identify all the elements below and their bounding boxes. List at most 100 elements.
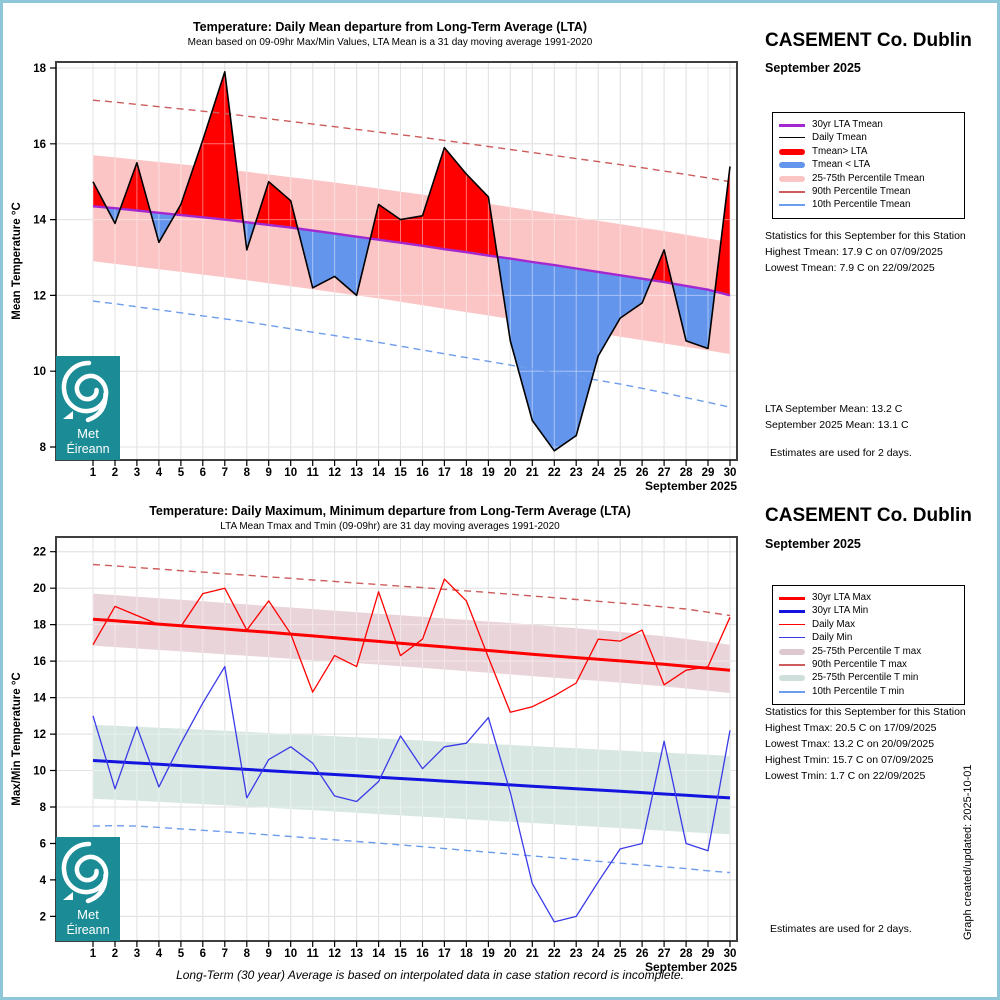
x-tick-label: 22 <box>548 948 561 960</box>
y-tick-label: 10 <box>33 766 46 778</box>
x-tick-label: 13 <box>350 467 363 479</box>
stat-line: LTA September Mean: 13.2 C <box>765 403 903 415</box>
x-tick-label: 6 <box>200 467 206 479</box>
x-tick-label: 7 <box>222 467 228 479</box>
legend-item: 30yr LTA Max <box>779 592 960 605</box>
legend-line-swatch <box>779 637 805 639</box>
top-estimates-note: Estimates are used for 2 days. <box>770 447 912 459</box>
y-tick-label: 4 <box>40 875 47 887</box>
footer-note: Long-Term (30 year) Average is based on … <box>176 968 684 982</box>
x-tick-label: 15 <box>394 948 407 960</box>
series-90th-percentile-tmean <box>92 99 731 183</box>
x-tick-label: 10 <box>284 467 297 479</box>
top-chart-title: Temperature: Daily Mean departure from L… <box>192 20 588 34</box>
x-tick-label: 30 <box>724 467 737 479</box>
y-tick-label: 16 <box>33 139 46 151</box>
x-tick-label: 1 <box>90 467 97 479</box>
legend-item: 25-75th Percentile T min <box>779 672 960 685</box>
y-tick-label: 18 <box>33 63 46 75</box>
legend-label: 30yr LTA Max <box>812 592 871 603</box>
legend-label: 30yr LTA Min <box>812 605 869 617</box>
legend-item: 10th Percentile T min <box>779 686 960 699</box>
legend-line-swatch <box>779 623 805 625</box>
station-name: CASEMENT Co. Dublin <box>765 505 972 526</box>
logo-text-line2: Éireann <box>66 922 109 937</box>
stats-title: Statistics for this September for this S… <box>765 706 966 718</box>
x-tick-label: 26 <box>636 948 649 960</box>
legend-item: 90th Percentile Tmean <box>779 186 960 199</box>
x-tick-label: 13 <box>350 948 363 960</box>
x-tick-label: 3 <box>134 467 140 479</box>
x-tick-label: 6 <box>200 948 206 960</box>
station-month: September 2025 <box>765 61 861 75</box>
station-month: September 2025 <box>765 537 861 551</box>
y-tick-label: 8 <box>40 442 47 454</box>
y-tick-label: 10 <box>33 366 46 378</box>
x-tick-label: 24 <box>592 948 605 960</box>
x-tick-label: 11 <box>307 948 320 960</box>
legend-label: Tmean < LTA <box>812 159 871 171</box>
legend-label: 25-75th Percentile T min <box>812 672 919 684</box>
x-tick-label: 19 <box>482 948 495 960</box>
x-tick-label: 15 <box>394 467 407 479</box>
series-10th-percentile-t-min <box>92 824 731 874</box>
series-daily-max <box>92 578 731 713</box>
legend-item: Daily Min <box>779 632 960 645</box>
x-tick-label: 12 <box>328 467 341 479</box>
legend-label: 10th Percentile Tmean <box>812 199 911 211</box>
bottom-chart-title: Temperature: Daily Maximum, Minimum depa… <box>149 504 631 518</box>
x-tick-label: 18 <box>460 948 473 960</box>
legend-dash-swatch <box>779 663 805 666</box>
stat-line: Lowest Tmax: 13.2 C on 20/09/2025 <box>765 738 935 750</box>
legend-item: Daily Tmean <box>779 132 960 145</box>
x-tick-label: 4 <box>156 467 163 479</box>
top-chart-legend: 30yr LTA Tmean Daily Tmean Tmean> LTA Tmean… <box>772 112 965 219</box>
x-tick-label: 25 <box>614 467 627 479</box>
stat-line: September 2025 Mean: 13.1 C <box>765 419 909 431</box>
legend-label: 25-75th Percentile Tmean <box>812 172 925 184</box>
stats-lines: Highest Tmean: 17.9 C on 07/09/2025 Lowes… <box>765 244 966 276</box>
x-tick-label: 27 <box>658 467 671 479</box>
legend-label: 25-75th Percentile T max <box>812 645 922 657</box>
legend-item: 10th Percentile Tmean <box>779 199 960 212</box>
fill-tmean-lta <box>93 71 730 296</box>
y-tick-label: 16 <box>33 656 46 668</box>
x-tick-label: 17 <box>438 467 451 479</box>
y-tick-label: 18 <box>33 620 46 632</box>
x-tick-label: 1 <box>90 948 97 960</box>
x-tick-label: 12 <box>328 948 341 960</box>
series-daily-tmean <box>92 71 731 452</box>
x-tick-label: 26 <box>636 467 649 479</box>
tick-labels: 1 2 3 4 5 6 7 8 9 10 11 12 13 14 15 16 17 18 19 20 21 22 23 24 2… <box>33 63 736 479</box>
stat-line: Highest Tmin: 15.7 C on 07/09/2025 <box>765 754 934 766</box>
y-tick-label: 14 <box>33 693 46 705</box>
y-tick-label: 8 <box>40 802 47 814</box>
legend-bar-swatch <box>779 675 805 682</box>
y-tick-label: 20 <box>33 583 46 595</box>
y-tick-label: 12 <box>33 729 46 741</box>
bottom-stats-block: Statistics for this September for this S… <box>765 704 966 784</box>
bottom-chart-legend: 30yr LTA Max 30yr LTA Min Daily Max Daily M… <box>772 585 965 706</box>
top-x-axis-label: September 2025 <box>644 479 737 493</box>
legend-item: 25-75th Percentile Tmean <box>779 173 960 186</box>
logo-text-line2: Éireann <box>66 441 109 456</box>
legend-line-swatch <box>779 137 805 139</box>
x-tick-label: 28 <box>680 948 693 960</box>
x-tick-label: 3 <box>134 948 140 960</box>
met-eireann-logo: Met Éireann <box>56 837 120 941</box>
x-tick-label: 4 <box>156 948 163 960</box>
axis-ticks <box>50 551 731 947</box>
legend-label: Daily Max <box>812 618 856 630</box>
x-tick-label: 8 <box>244 948 251 960</box>
legend-item: 90th Percentile T max <box>779 659 960 672</box>
stat-line: Highest Tmax: 20.5 C on 17/09/2025 <box>765 722 937 734</box>
legend-label: 90th Percentile Tmean <box>812 185 911 197</box>
legend-bar-swatch <box>779 175 805 182</box>
series-30yr-lta-max <box>92 617 731 672</box>
legend-item: Tmean> LTA <box>779 146 960 159</box>
spiral-icon <box>61 360 109 423</box>
x-tick-label: 29 <box>702 948 715 960</box>
stat-line: Lowest Tmin: 1.7 C on 22/09/2025 <box>765 770 926 782</box>
legend-bar-swatch <box>779 148 805 155</box>
x-tick-label: 20 <box>504 948 517 960</box>
